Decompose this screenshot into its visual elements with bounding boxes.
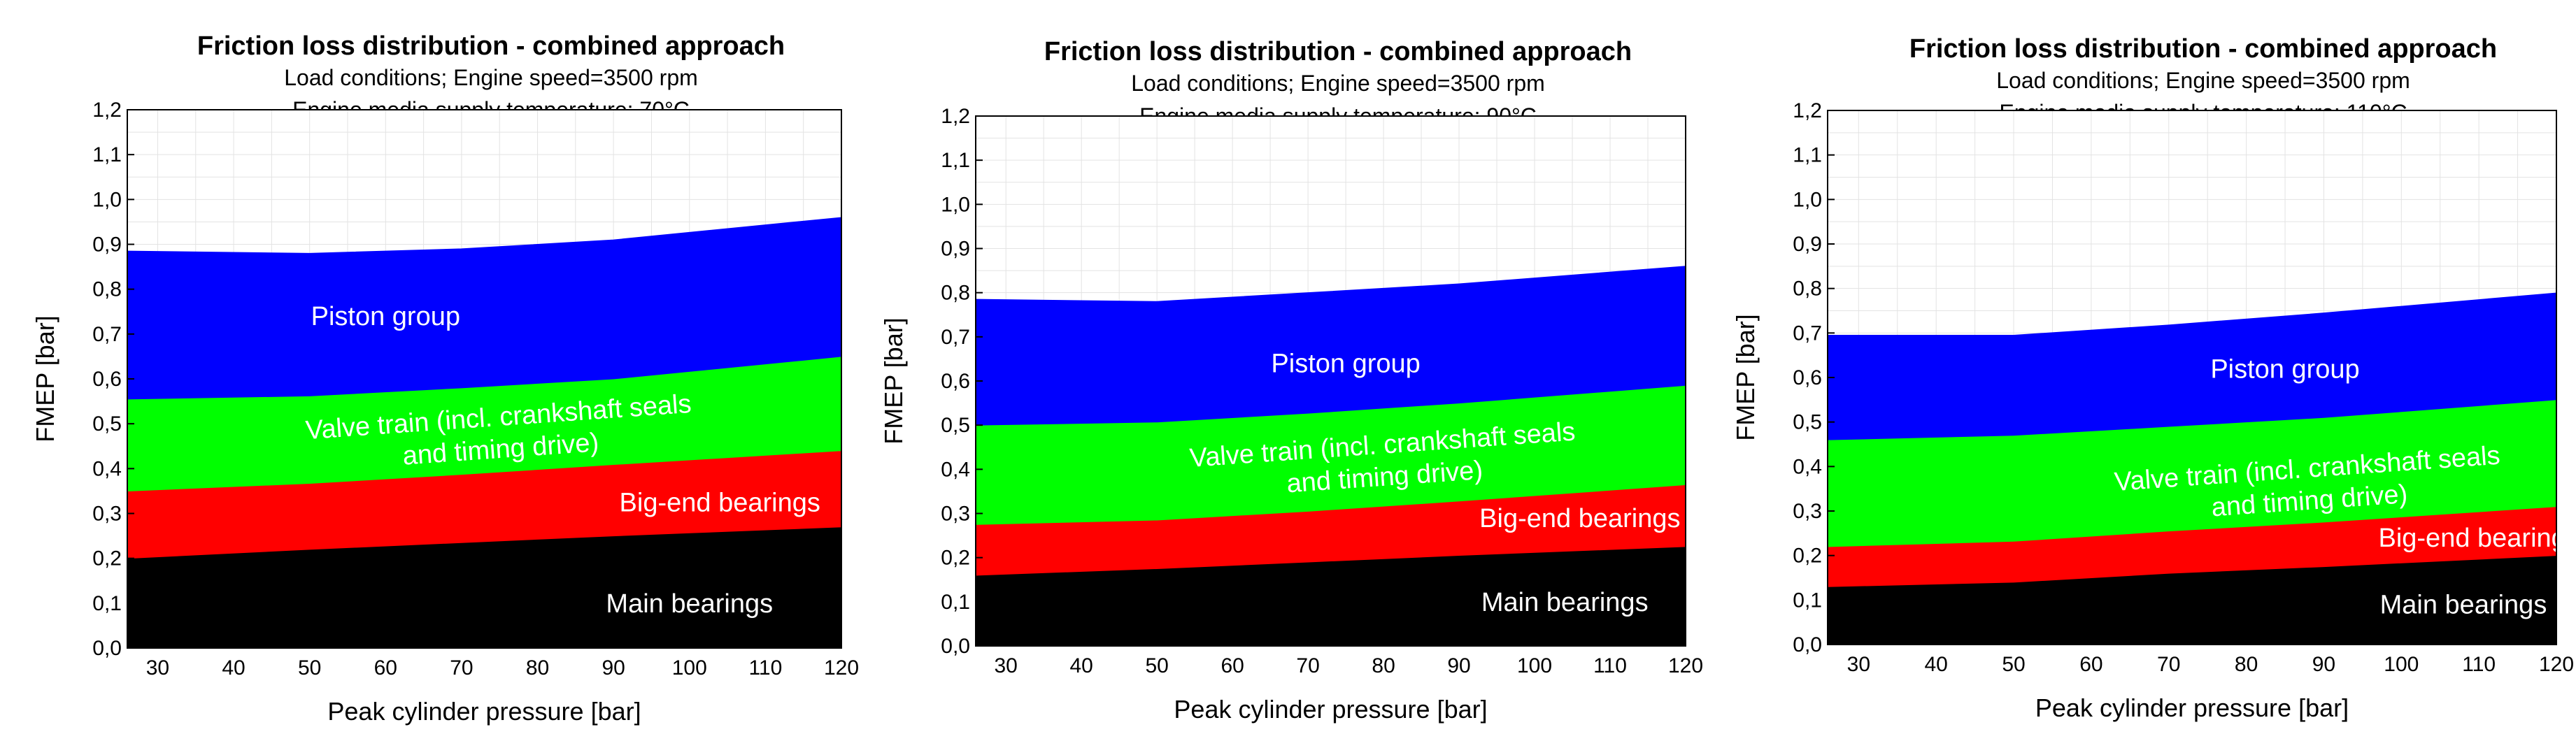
y-tick-label: 1,1 [92,143,122,166]
y-tick-label: 1,2 [941,105,970,128]
area-label: Big-end bearings [620,488,820,517]
y-tick-label: 0,8 [1793,278,1822,301]
x-tick-label: 90 [2312,653,2335,676]
area-label: Piston group [2210,354,2359,384]
y-tick-label: 0,0 [92,637,122,660]
area-label: Piston group [1271,350,1420,379]
y-tick-label: 0,9 [941,238,970,261]
y-tick-label: 0,8 [941,282,970,305]
y-tick-label: 0,3 [941,503,970,526]
x-tick-label: 40 [1925,653,1948,676]
x-tick-label: 80 [2235,653,2258,676]
y-tick-label: 1,1 [941,149,970,172]
x-tick-label: 30 [995,654,1018,677]
x-tick-label: 60 [1221,654,1244,677]
y-tick-label: 0,9 [92,233,122,257]
y-tick-label: 1,0 [1793,188,1822,211]
y-tick-label: 0,1 [92,592,122,615]
y-tick-label: 0,0 [1793,633,1822,656]
x-tick-label: 50 [298,656,321,679]
area-label: Main bearings [2380,591,2547,620]
y-tick-label: 0,7 [941,326,970,349]
area-label: Piston group [311,302,460,331]
y-tick-label: 0,4 [1793,455,1822,478]
x-tick-label: 120 [2539,653,2574,676]
x-tick-label: 60 [2079,653,2102,676]
x-tick-label: 70 [1296,654,1319,677]
y-tick-label: 0,6 [1793,366,1822,389]
chart-subtitle: Load conditions; Engine speed=3500 rpm [284,65,698,90]
x-tick-label: 50 [2002,653,2025,676]
y-tick-label: 0,1 [941,591,970,614]
x-tick-label: 110 [1593,654,1627,677]
y-tick-label: 1,0 [92,188,122,211]
y-tick-label: 1,1 [1793,144,1822,167]
chart-svg: Friction loss distribution - combined ap… [1731,34,2576,722]
x-tick-label: 90 [1447,654,1470,677]
chart-svg: Friction loss distribution - combined ap… [879,37,1703,724]
x-tick-label: 110 [748,656,782,679]
y-tick-label: 0,7 [92,323,122,346]
y-tick-label: 0,3 [92,503,122,526]
y-tick-label: 0,8 [92,278,122,301]
y-tick-label: 0,7 [1793,322,1822,345]
y-tick-label: 0,5 [1793,411,1822,434]
y-tick-label: 0,2 [92,547,122,570]
area-label: Main bearings [1481,588,1649,617]
x-axis-label: Peak cylinder pressure [bar] [2035,693,2349,722]
y-tick-label: 0,1 [1793,589,1822,612]
x-tick-label: 120 [1668,654,1703,677]
chart-title: Friction loss distribution - combined ap… [1909,34,2497,64]
y-axis-label: FMEP [bar] [879,317,908,444]
x-axis-label: Peak cylinder pressure [bar] [1174,695,1487,724]
chart-title: Friction loss distribution - combined ap… [197,31,785,61]
x-tick-label: 90 [602,656,625,679]
x-tick-label: 40 [1069,654,1093,677]
y-tick-label: 0,0 [941,635,970,658]
chart-panel: Friction loss distribution - combined ap… [0,0,860,748]
x-tick-label: 70 [2157,653,2180,676]
y-axis-label: FMEP [bar] [31,315,59,442]
area-label: Main bearings [606,589,773,619]
x-tick-label: 120 [824,656,859,679]
chart-panel: Friction loss distribution - combined ap… [850,0,1710,748]
y-tick-label: 0,2 [1793,545,1822,568]
y-tick-label: 0,9 [1793,233,1822,256]
x-tick-label: 110 [2462,653,2496,676]
y-tick-label: 1,2 [1793,99,1822,122]
x-tick-label: 30 [1847,653,1870,676]
x-tick-label: 40 [222,656,245,679]
chart-svg: Friction loss distribution - combined ap… [31,31,859,726]
area-label: Big-end bearings [1479,504,1680,533]
y-tick-label: 0,5 [92,412,122,436]
x-tick-label: 80 [526,656,549,679]
x-tick-label: 60 [374,656,397,679]
chart-panel: Friction loss distribution - combined ap… [1700,0,2576,748]
y-tick-label: 0,6 [92,368,122,391]
x-axis-label: Peak cylinder pressure [bar] [327,697,641,726]
y-tick-label: 1,0 [941,193,970,216]
x-tick-label: 80 [1372,654,1395,677]
chart-subtitle: Load conditions; Engine speed=3500 rpm [1996,68,2410,93]
chart-subtitle: Load conditions; Engine speed=3500 rpm [1131,71,1545,96]
y-tick-label: 0,4 [941,458,970,481]
x-tick-label: 30 [146,656,169,679]
y-axis-label: FMEP [bar] [1731,314,1760,440]
y-tick-label: 1,2 [92,99,122,122]
x-tick-label: 100 [2384,653,2419,676]
area-label: Big-end bearings [2378,524,2576,553]
y-tick-label: 0,3 [1793,500,1822,523]
x-tick-label: 100 [1517,654,1552,677]
chart-title: Friction loss distribution - combined ap… [1044,37,1632,66]
x-tick-label: 50 [1145,654,1168,677]
x-tick-label: 100 [672,656,707,679]
y-tick-label: 0,6 [941,370,970,393]
y-tick-label: 0,5 [941,414,970,437]
y-tick-label: 0,2 [941,547,970,570]
x-tick-label: 70 [450,656,473,679]
y-tick-label: 0,4 [92,457,122,480]
